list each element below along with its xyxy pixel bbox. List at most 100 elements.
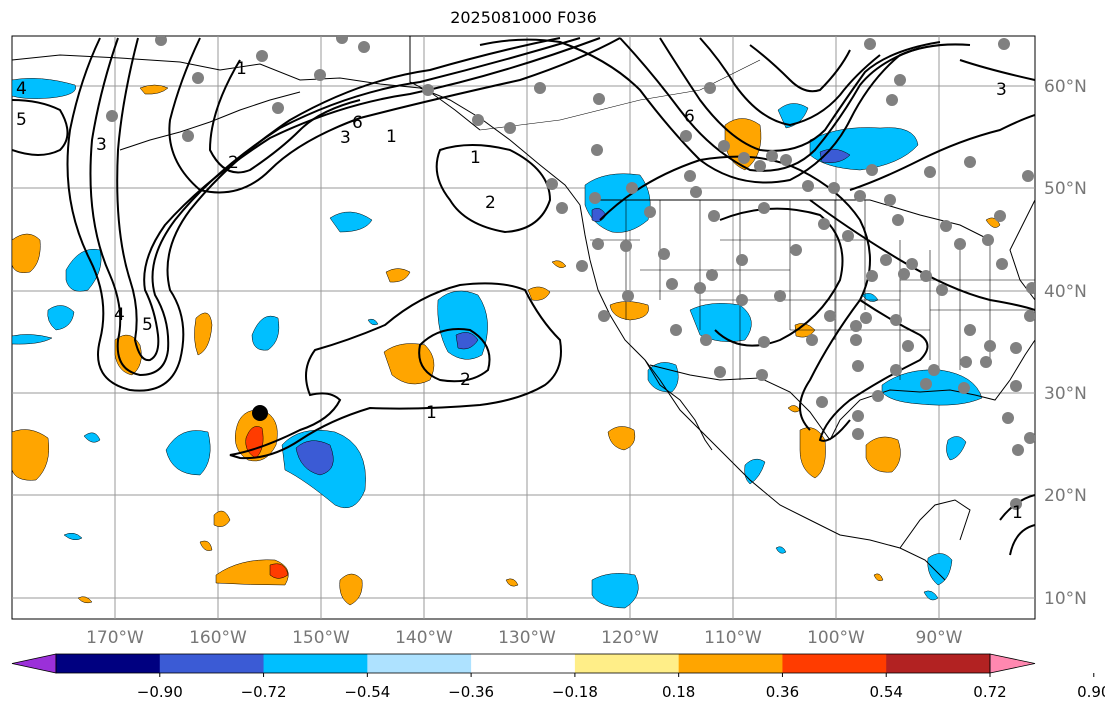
fill-red: [269, 563, 289, 579]
station-dot: [758, 336, 770, 348]
station-dot: [890, 364, 902, 376]
fill-darkblue: [295, 440, 334, 476]
colorbar-tick-label: 0.18: [662, 683, 695, 701]
station-dot: [894, 74, 906, 86]
contour-line: [208, 59, 361, 174]
station-dot: [736, 294, 748, 306]
station-dot: [714, 366, 726, 378]
colorbar-segment: [263, 654, 368, 673]
station-dot: [906, 258, 918, 270]
fill-orange: [213, 510, 231, 527]
fill-blue: [367, 318, 379, 326]
station-dot: [864, 38, 876, 50]
station-dot: [666, 278, 678, 290]
map-title: 2025081000 F036: [450, 8, 597, 27]
contour-line: [818, 299, 929, 442]
contour-label: 6: [352, 113, 363, 133]
station-dot: [982, 234, 994, 246]
station-dot: [880, 254, 892, 266]
station-dot: [1022, 170, 1034, 182]
fill-blue: [744, 458, 766, 485]
fill-orange: [194, 312, 213, 356]
contour-line: [168, 37, 621, 194]
station-dot: [884, 194, 896, 206]
station-dot: [736, 254, 748, 266]
station-dot: [256, 50, 268, 62]
contour-line: [116, 37, 601, 362]
colorbar-segment: [574, 654, 680, 673]
station-dot: [358, 41, 370, 53]
station-dot: [155, 36, 167, 46]
station-dot: [592, 238, 604, 250]
contour-line: [659, 37, 941, 152]
longitude-labels: 170°W 160°W 150°W 140°W 130°W 120°W 110°W 100°W…: [86, 628, 963, 648]
station-dot: [958, 382, 970, 394]
fill-orange: [527, 286, 551, 301]
fill-orange: [383, 343, 435, 385]
station-dot: [964, 156, 976, 168]
contour-label: 3: [96, 135, 107, 155]
station-dot: [546, 178, 558, 190]
station-dot: [336, 36, 348, 44]
contour-line: [599, 155, 871, 431]
station-dot: [824, 310, 836, 322]
contour-label: 3: [340, 128, 351, 148]
contour-line: [229, 282, 562, 460]
fill-darkblue: [455, 332, 479, 350]
colorbar-tick-labels: −0.90 −0.72 −0.54 −0.36 −0.18 0.18 0.36 0.54 0.7…: [137, 683, 1105, 701]
station-dot: [690, 186, 702, 198]
fill-orange: [505, 578, 519, 587]
station-dot: [620, 240, 632, 252]
station-dot: [828, 182, 840, 194]
lon-tick-label: 120°W: [601, 628, 659, 648]
station-dot: [576, 260, 588, 272]
station-dot: [626, 182, 638, 194]
station-dot: [644, 206, 656, 218]
station-dot: [680, 130, 692, 142]
colorbar-tick-label: −0.18: [552, 683, 598, 701]
station-dot: [622, 290, 634, 302]
lon-tick-label: 110°W: [704, 628, 762, 648]
fill-blue: [83, 432, 101, 443]
station-dot: [192, 72, 204, 84]
station-dot: [802, 180, 814, 192]
fill-blue: [591, 573, 639, 609]
contour-label: 6: [684, 107, 695, 127]
station-dot: [708, 210, 720, 222]
fill-orange: [12, 233, 41, 273]
lat-tick-label: 20°N: [1044, 486, 1087, 506]
station-dot: [860, 312, 872, 324]
contour-line: [12, 99, 69, 156]
station-dot: [872, 390, 884, 402]
fill-blue: [65, 248, 102, 292]
station-dot: [852, 410, 864, 422]
station-dot: [936, 284, 948, 296]
fill-blue: [63, 532, 83, 541]
station-dot: [850, 320, 862, 332]
station-dot: [1010, 380, 1022, 392]
colorbar-tick-label: 0.90: [1077, 683, 1105, 701]
contour-label: 1: [236, 59, 247, 79]
station-dot: [886, 94, 898, 106]
contour-label: 5: [16, 110, 27, 130]
fill-orange: [385, 268, 411, 283]
map-frame: [11, 35, 1036, 620]
colorbar-tick-label: 0.72: [973, 683, 1006, 701]
lat-tick-label: 30°N: [1044, 384, 1087, 404]
contour-line: [749, 44, 851, 93]
fill-blue: [946, 436, 967, 461]
coastline-baja: [644, 359, 713, 451]
contour-line: [1009, 524, 1035, 556]
station-dot: [920, 378, 932, 390]
station-dot: [852, 428, 864, 440]
colorbar-segment: [159, 654, 265, 673]
station-dot: [984, 340, 996, 352]
contour-label-group: 1 2 3 4 5 6 6 5 4 3 1 1 2 2 1 3 1: [16, 59, 1023, 523]
station-dot: [670, 324, 682, 336]
station-dot: [591, 144, 603, 156]
lon-tick-label: 90°W: [916, 628, 963, 648]
fill-blue: [689, 303, 752, 342]
coastline-yucatan: [899, 499, 971, 549]
station-dot: [842, 230, 854, 242]
station-dot: [1024, 432, 1035, 444]
